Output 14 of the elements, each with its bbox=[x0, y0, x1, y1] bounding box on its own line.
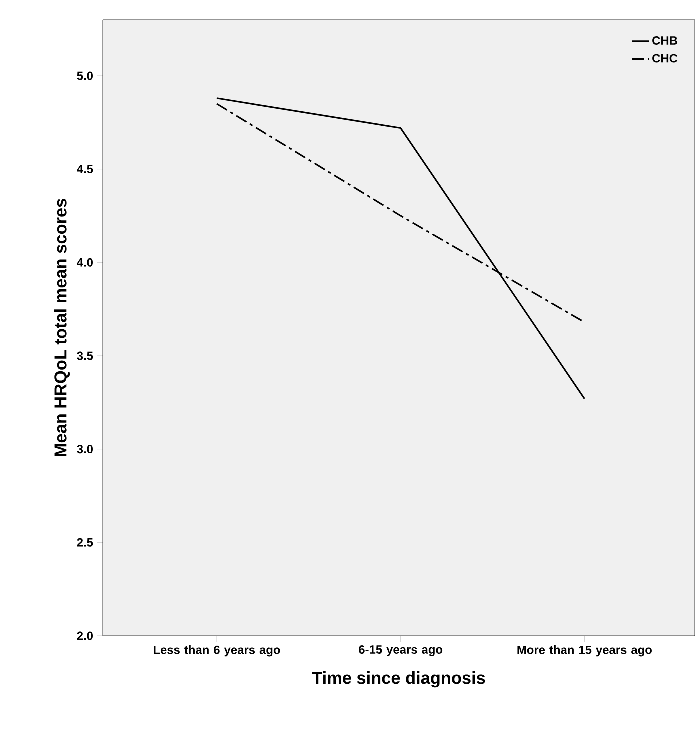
y-tick-label: 4.0 bbox=[77, 258, 93, 267]
y-tick-label: 2.5 bbox=[77, 538, 94, 547]
y-tick-label: 3.5 bbox=[77, 352, 94, 360]
y-tick-label: 3.0 bbox=[77, 445, 93, 454]
y-tick-label: 5.0 bbox=[77, 72, 93, 80]
x-axis-title: Time since diagnosis bbox=[312, 672, 486, 688]
x-tick-label: Less than 6 years ago bbox=[154, 646, 280, 657]
y-axis-title: Mean HRQoL total mean scores bbox=[54, 199, 70, 456]
y-tick-label: 4.5 bbox=[77, 165, 94, 174]
legend-label: CHC bbox=[652, 54, 678, 63]
x-tick-label: More than 15 years ago bbox=[518, 646, 652, 657]
legend-label: CHB bbox=[652, 36, 678, 45]
y-tick-label: 2.0 bbox=[77, 632, 93, 640]
x-tick-label: 6-15 years ago bbox=[359, 646, 443, 656]
